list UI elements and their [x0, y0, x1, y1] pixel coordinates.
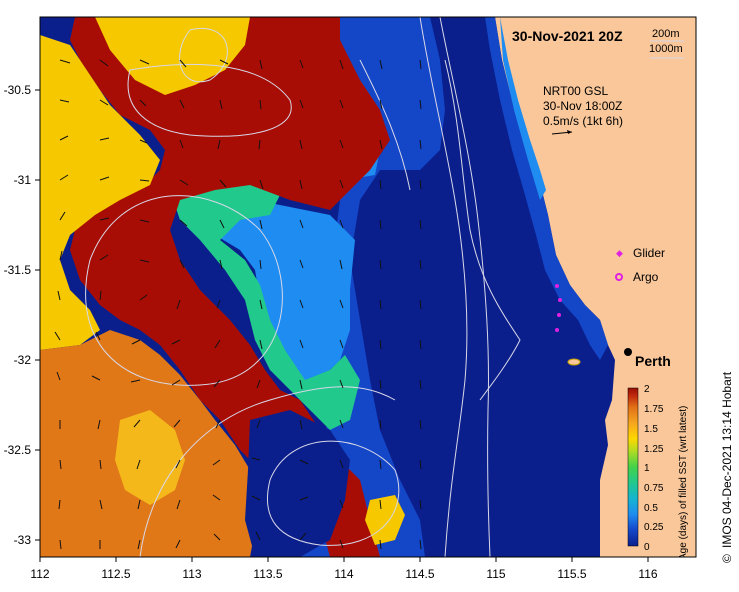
x-tick-115: 115 [486, 567, 505, 581]
ocean-mid-blue [290, 17, 445, 557]
current-info-line2: 30-Nov 18:00Z [543, 99, 622, 113]
colorbar-label: Age (days) of filled SST (wrt latest) [678, 406, 689, 560]
x-tick-112-5: 112.5 [101, 567, 130, 581]
credit-text: IMOS 04-Dec-2021 13:14 Hobart [720, 371, 734, 548]
ocean-coastal-cyan [500, 17, 546, 200]
ocean-coastal-band [485, 17, 608, 360]
colorbar-tick-0-5: 0.5 [644, 503, 658, 514]
colorbar-tick-1: 1 [644, 463, 650, 474]
colorbar-tick-0: 0 [644, 542, 650, 553]
map-title: 30-Nov-2021 20Z [512, 28, 623, 44]
y-tick-33: -33 [14, 533, 32, 547]
sst-yellow-south [115, 410, 185, 505]
y-tick-30-5: -30.5 [4, 83, 32, 97]
colorbar-tick-1-25: 1.25 [644, 444, 664, 455]
sst-yellow-north [95, 17, 250, 95]
current-info-line3: 0.5m/s (1kt 6h) [543, 114, 623, 128]
copyright-symbol: © [720, 554, 734, 563]
x-tick-113-5: 113.5 [253, 567, 282, 581]
y-axis-labels: -30.5 -31 -31.5 -32 -32.5 -33 [4, 83, 32, 547]
perth-marker [624, 348, 632, 356]
argo-legend-label: Argo [633, 270, 659, 284]
sst-yellow-patch-se [365, 495, 405, 545]
ocean-deep-south [245, 410, 350, 557]
glider-legend-label: Glider [633, 246, 665, 260]
map-plot-area: Perth ◆ Glider Argo 30-Nov-2021 20Z 200m… [40, 17, 696, 560]
y-tick-32-5: -32.5 [4, 443, 32, 457]
glider-legend-marker: ◆ [616, 248, 623, 258]
ocean-teal [170, 175, 360, 430]
current-vectors [54, 59, 422, 550]
bathymetry-contours [85, 17, 521, 557]
y-tick-31: -31 [14, 173, 32, 187]
plot-frame [39, 16, 697, 558]
colorbar-tick-1-5: 1.5 [644, 424, 658, 435]
x-tick-116: 116 [638, 567, 657, 581]
perth-label: Perth [635, 353, 671, 369]
y-tick-32: -32 [14, 353, 32, 367]
rottnest-island [567, 358, 581, 366]
colorbar [627, 387, 639, 547]
x-tick-113: 113 [182, 567, 201, 581]
argo-legend-marker [615, 273, 623, 281]
x-axis-labels: 112 112.5 113 113.5 114 114.5 115 115.5 … [30, 567, 657, 581]
contour-1000m-label: 1000m [649, 43, 683, 55]
x-tick-115-5: 115.5 [557, 567, 586, 581]
x-tick-114-5: 114.5 [405, 567, 434, 581]
sst-yellow-west [40, 35, 160, 350]
colorbar-tick-2: 2 [644, 384, 650, 395]
glider-track [555, 284, 562, 332]
axis-tick-marks [35, 89, 649, 562]
x-tick-112: 112 [30, 567, 49, 581]
y-tick-31-5: -31.5 [4, 263, 32, 277]
current-info-line1: NRT00 GSL [543, 84, 608, 98]
ocean-light-blue [180, 190, 355, 400]
x-tick-114: 114 [334, 567, 353, 581]
current-scale-arrowhead [567, 130, 572, 134]
colorbar-ticks: 2 1.75 1.5 1.25 1 0.75 0.5 0.25 0 [644, 384, 664, 553]
colorbar-tick-0-75: 0.75 [644, 483, 664, 494]
colorbar-tick-0-25: 0.25 [644, 522, 664, 533]
colorbar-tick-1-75: 1.75 [644, 404, 664, 415]
contour-200m-label: 200m [652, 28, 680, 40]
